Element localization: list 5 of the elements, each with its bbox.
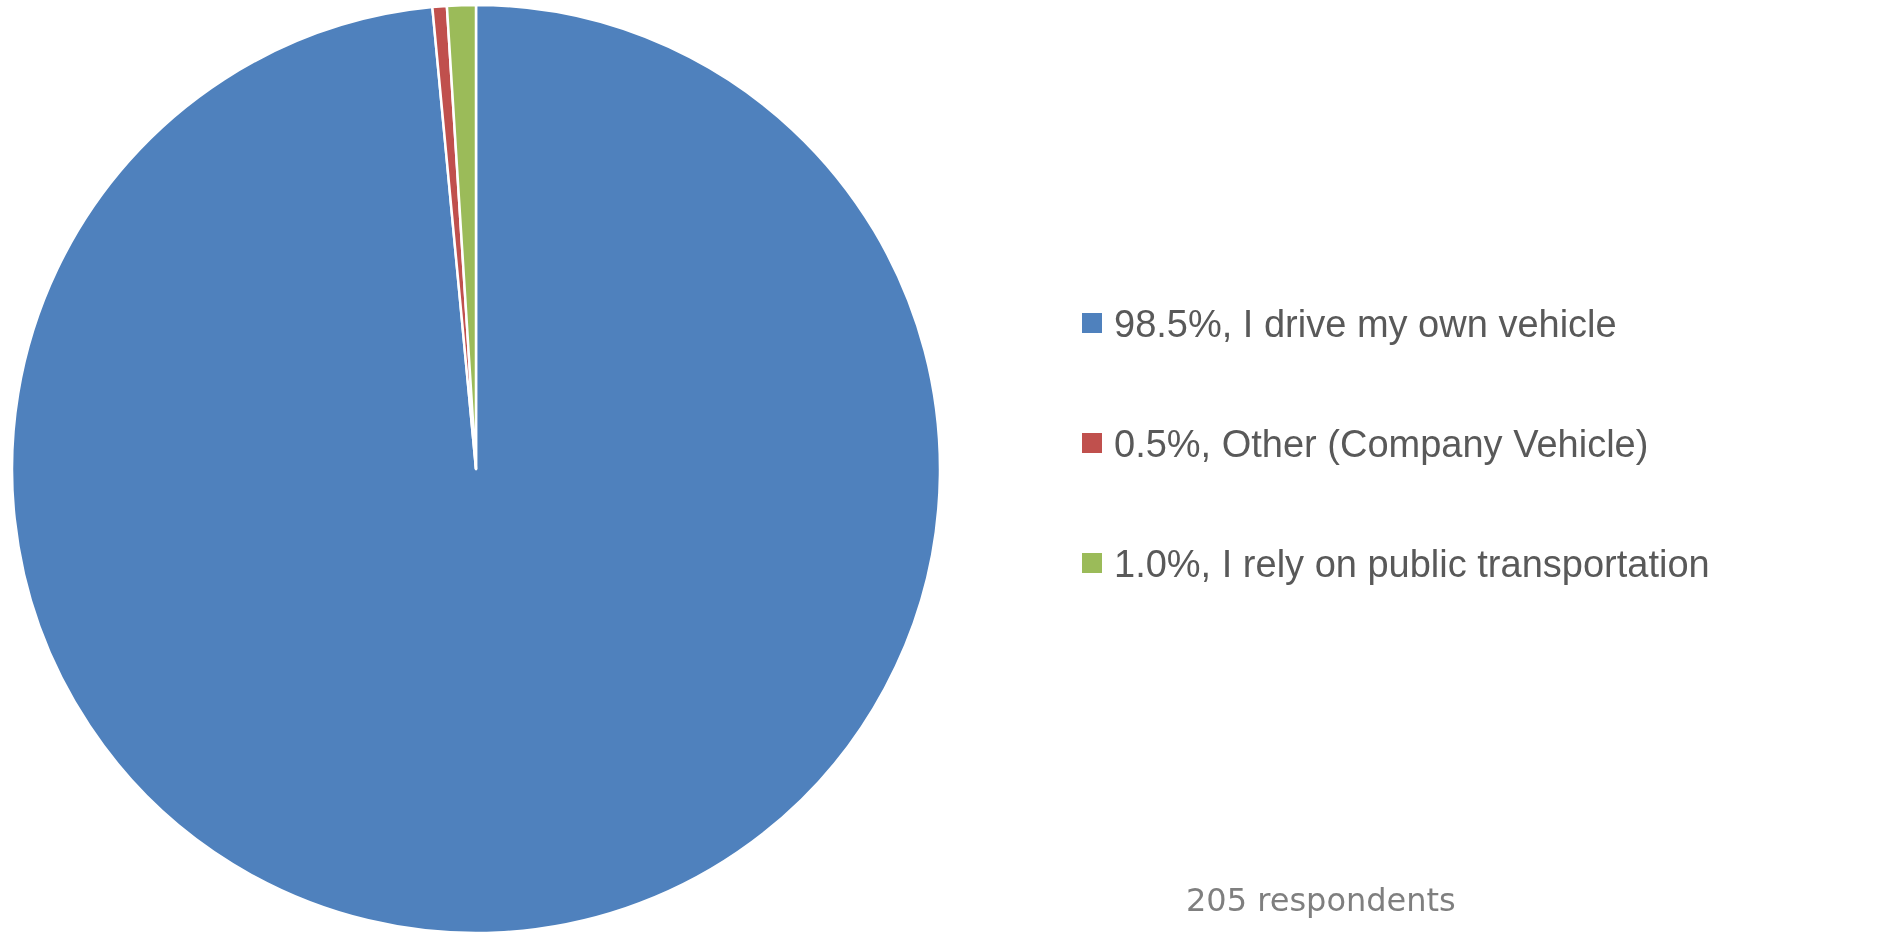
text: 205 respondents — [1186, 881, 1456, 919]
pie-slice — [11, 3, 942, 933]
legend-label: 1.0%, I rely on public transportation — [1114, 543, 1710, 585]
legend-label: 98.5%, I drive my own vehicle — [1114, 303, 1617, 345]
legend-label: 0.5%, Other (Company Vehicle) — [1114, 423, 1649, 465]
